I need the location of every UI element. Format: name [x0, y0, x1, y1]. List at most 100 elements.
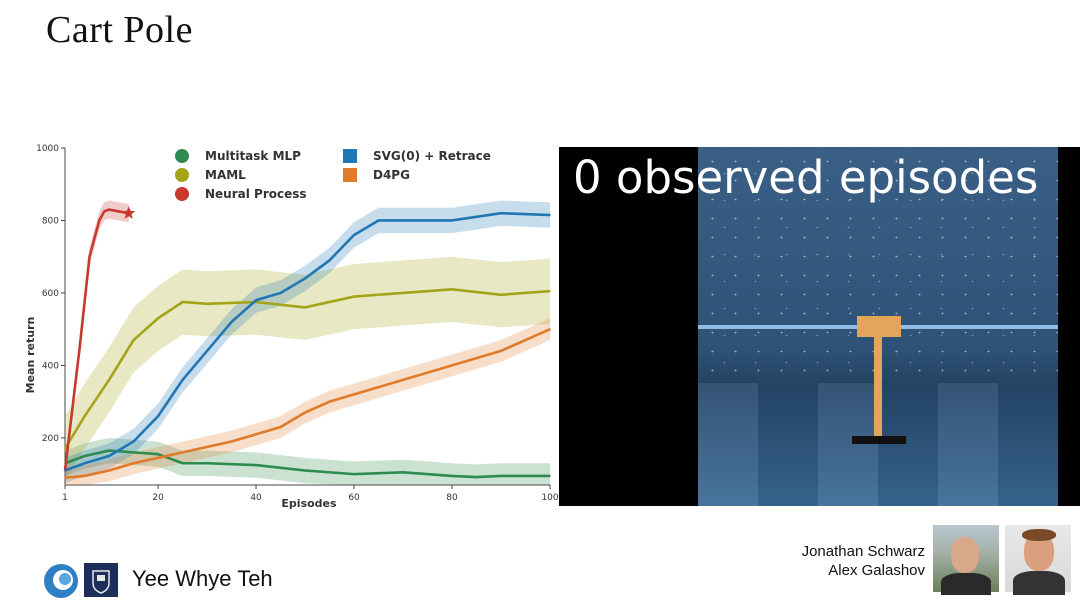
point-maml: [549, 290, 551, 292]
point-maml: [206, 303, 208, 305]
point-multitask: [353, 473, 355, 475]
y-tick-label: 400: [42, 361, 59, 371]
author-photo-2: [1005, 525, 1071, 595]
presenter-name: Yee Whye Teh: [132, 566, 273, 591]
deepmind-logo-icon: [44, 564, 78, 598]
point-d4pg: [304, 411, 306, 414]
point-maml: [353, 295, 355, 298]
x-axis-label: Episodes: [281, 497, 337, 510]
point-svg: [377, 219, 380, 222]
author-names: Jonathan Schwarz Alex Galashov: [802, 542, 925, 580]
point-multitask: [83, 455, 86, 457]
point-multitask: [475, 476, 478, 478]
legend-label-svg: SVG(0) + Retrace: [373, 149, 491, 163]
point-maml: [157, 317, 159, 320]
point-svg: [64, 469, 66, 472]
mean-return-chart: 200 400 600 800 1000 1 20 40 60 80 100 Multitask M…: [24, 144, 559, 510]
point-d4pg: [181, 451, 184, 454]
legend-label-np: Neural Process: [205, 187, 307, 201]
point-multitask: [132, 451, 135, 454]
cart: [857, 316, 901, 337]
point-d4pg: [64, 476, 66, 479]
point-maml: [402, 292, 404, 294]
author-photo-1: [933, 525, 999, 595]
point-svg: [451, 219, 453, 222]
x-tick-label: 60: [348, 493, 360, 503]
band-svg: [65, 200, 550, 484]
point-np: [103, 210, 105, 213]
point-d4pg: [549, 328, 551, 330]
point-d4pg: [279, 426, 282, 428]
cartpole-scene: [698, 147, 1058, 506]
point-svg: [402, 219, 404, 222]
point-multitask: [108, 449, 110, 452]
point-d4pg: [157, 457, 159, 459]
np-end-star: [122, 206, 136, 219]
point-multitask: [157, 453, 159, 455]
point-svg: [279, 292, 282, 294]
y-tick-label: 200: [42, 434, 59, 444]
point-d4pg: [328, 400, 331, 403]
point-d4pg: [230, 440, 233, 443]
point-np: [98, 219, 101, 222]
point-np: [118, 210, 120, 213]
point-d4pg: [83, 475, 86, 477]
x-tick-label: 20: [152, 493, 164, 503]
point-multitask: [304, 469, 306, 472]
point-maml: [304, 306, 306, 309]
legend-marker-maml: [175, 168, 189, 182]
episodes-overlay-text: 0 observed episodes: [573, 151, 1039, 204]
legend-label-maml: MAML: [205, 168, 246, 182]
y-tick-label: 1000: [36, 144, 59, 154]
point-maml: [108, 379, 110, 381]
legend-marker-d4pg: [343, 168, 357, 182]
point-svg: [132, 440, 135, 443]
point-svg: [353, 234, 355, 236]
point-d4pg: [500, 350, 502, 352]
point-maml: [132, 339, 135, 341]
author-name: Jonathan Schwarz: [801, 543, 925, 560]
point-svg: [83, 462, 86, 465]
point-svg: [230, 321, 233, 323]
line-np: [63, 208, 129, 471]
point-svg: [328, 259, 331, 262]
point-svg: [206, 350, 208, 352]
y-tick-label: 800: [42, 216, 59, 226]
oxford-crest-icon: [84, 563, 118, 597]
legend-label-d4pg: D4PG: [373, 168, 410, 182]
point-svg: [181, 379, 184, 381]
pole: [874, 337, 882, 437]
point-d4pg: [206, 446, 208, 448]
legend-marker-multitask: [175, 149, 189, 163]
x-tick-label: 1: [62, 493, 68, 503]
point-d4pg: [108, 469, 110, 472]
y-tick-label: 600: [42, 289, 59, 299]
line-d4pg: [64, 327, 551, 480]
point-multitask: [206, 462, 208, 465]
point-np: [108, 208, 110, 211]
point-np: [88, 255, 91, 258]
band-d4pg: [65, 318, 550, 485]
point-d4pg: [132, 462, 135, 465]
point-np: [78, 346, 81, 349]
x-tick-label: 40: [250, 493, 262, 503]
point-maml: [500, 293, 502, 296]
point-svg: [108, 455, 110, 457]
point-svg: [304, 277, 306, 280]
line-maml: [63, 288, 551, 450]
cartpole-video[interactable]: 0 observed episodes: [559, 147, 1080, 506]
slide-title: Cart Pole: [46, 9, 193, 51]
point-multitask: [255, 464, 257, 466]
line-svg: [64, 211, 551, 472]
band-maml: [65, 256, 550, 482]
y-axis-label: Mean return: [24, 317, 37, 394]
point-d4pg: [451, 364, 453, 367]
point-multitask: [181, 462, 184, 465]
author-name: Alex Galashov: [828, 562, 925, 579]
point-maml: [83, 415, 86, 417]
legend-label-multitask: Multitask MLP: [205, 149, 301, 163]
legend-marker-svg: [343, 149, 357, 163]
pole-shadow: [852, 436, 906, 444]
point-d4pg: [255, 433, 257, 436]
point-svg: [500, 212, 502, 215]
